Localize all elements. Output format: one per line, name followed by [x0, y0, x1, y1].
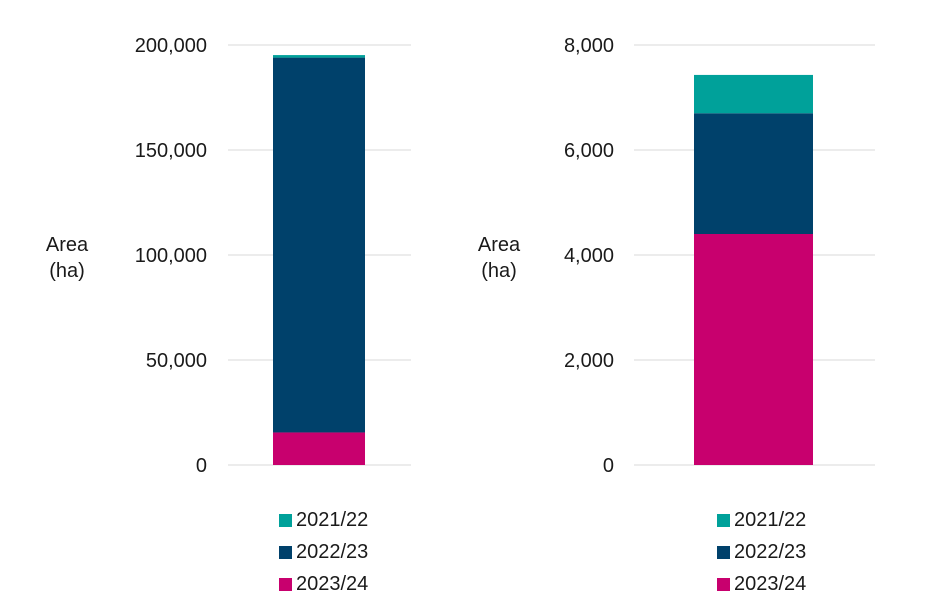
legend-left: 2021/22 2022/23 2023/24 — [279, 504, 368, 600]
legend-item: 2021/22 — [717, 504, 806, 536]
y-tick-label: 8,000 — [564, 35, 614, 57]
y-tick-label: 200,000 — [135, 35, 207, 57]
legend-swatch-2022-23 — [717, 545, 730, 559]
y-tick-label: 150,000 — [135, 140, 207, 162]
y-tick-label: 6,000 — [564, 140, 614, 162]
legend-swatch-2022-23 — [279, 545, 292, 559]
y-tick-label: 100,000 — [135, 245, 207, 267]
y-tick-label: 0 — [196, 455, 207, 477]
legend-label: 2021/22 — [296, 508, 369, 531]
bar-segment-2022-23 — [694, 113, 813, 234]
legend-item: 2023/24 — [717, 568, 806, 600]
y-tick-label: 2,000 — [564, 350, 614, 372]
bar-segment-2022-23 — [273, 57, 365, 433]
legend-swatch-2023-24 — [717, 577, 730, 591]
legend-item: 2022/23 — [717, 536, 806, 568]
y-tick-label: 0 — [603, 455, 614, 477]
legend-label: 2022/23 — [296, 540, 369, 563]
legend-label: 2023/24 — [734, 572, 807, 595]
legend-item: 2022/23 — [279, 536, 368, 568]
legend-label: 2021/22 — [734, 508, 807, 531]
legend-swatch-2023-24 — [279, 577, 292, 591]
bar-segment-2021-22 — [694, 74, 813, 114]
bar-segment-2021-22 — [273, 55, 365, 58]
y-axis-label-right: Area (ha) — [459, 232, 539, 284]
legend-label: 2022/23 — [734, 540, 807, 563]
bar-segment-2023-24 — [273, 432, 365, 465]
y-tick-label: 4,000 — [564, 245, 614, 267]
y-axis-label-line1: Area — [45, 234, 89, 256]
bar-segment-2023-24 — [694, 234, 813, 465]
legend-item: 2023/24 — [279, 568, 368, 600]
y-tick-label: 50,000 — [146, 350, 207, 372]
legend-right: 2021/22 2022/23 2023/24 — [717, 504, 806, 600]
legend-label: 2023/24 — [296, 572, 369, 595]
y-axis-label-line2: (ha) — [49, 260, 85, 282]
legend-item: 2021/22 — [279, 504, 368, 536]
legend-swatch-2021-22 — [717, 513, 730, 527]
y-axis-label-line1: Area — [477, 234, 521, 256]
y-axis-label-line2: (ha) — [481, 260, 517, 282]
y-axis-label-left: Area (ha) — [27, 232, 107, 284]
legend-swatch-2021-22 — [279, 513, 292, 527]
